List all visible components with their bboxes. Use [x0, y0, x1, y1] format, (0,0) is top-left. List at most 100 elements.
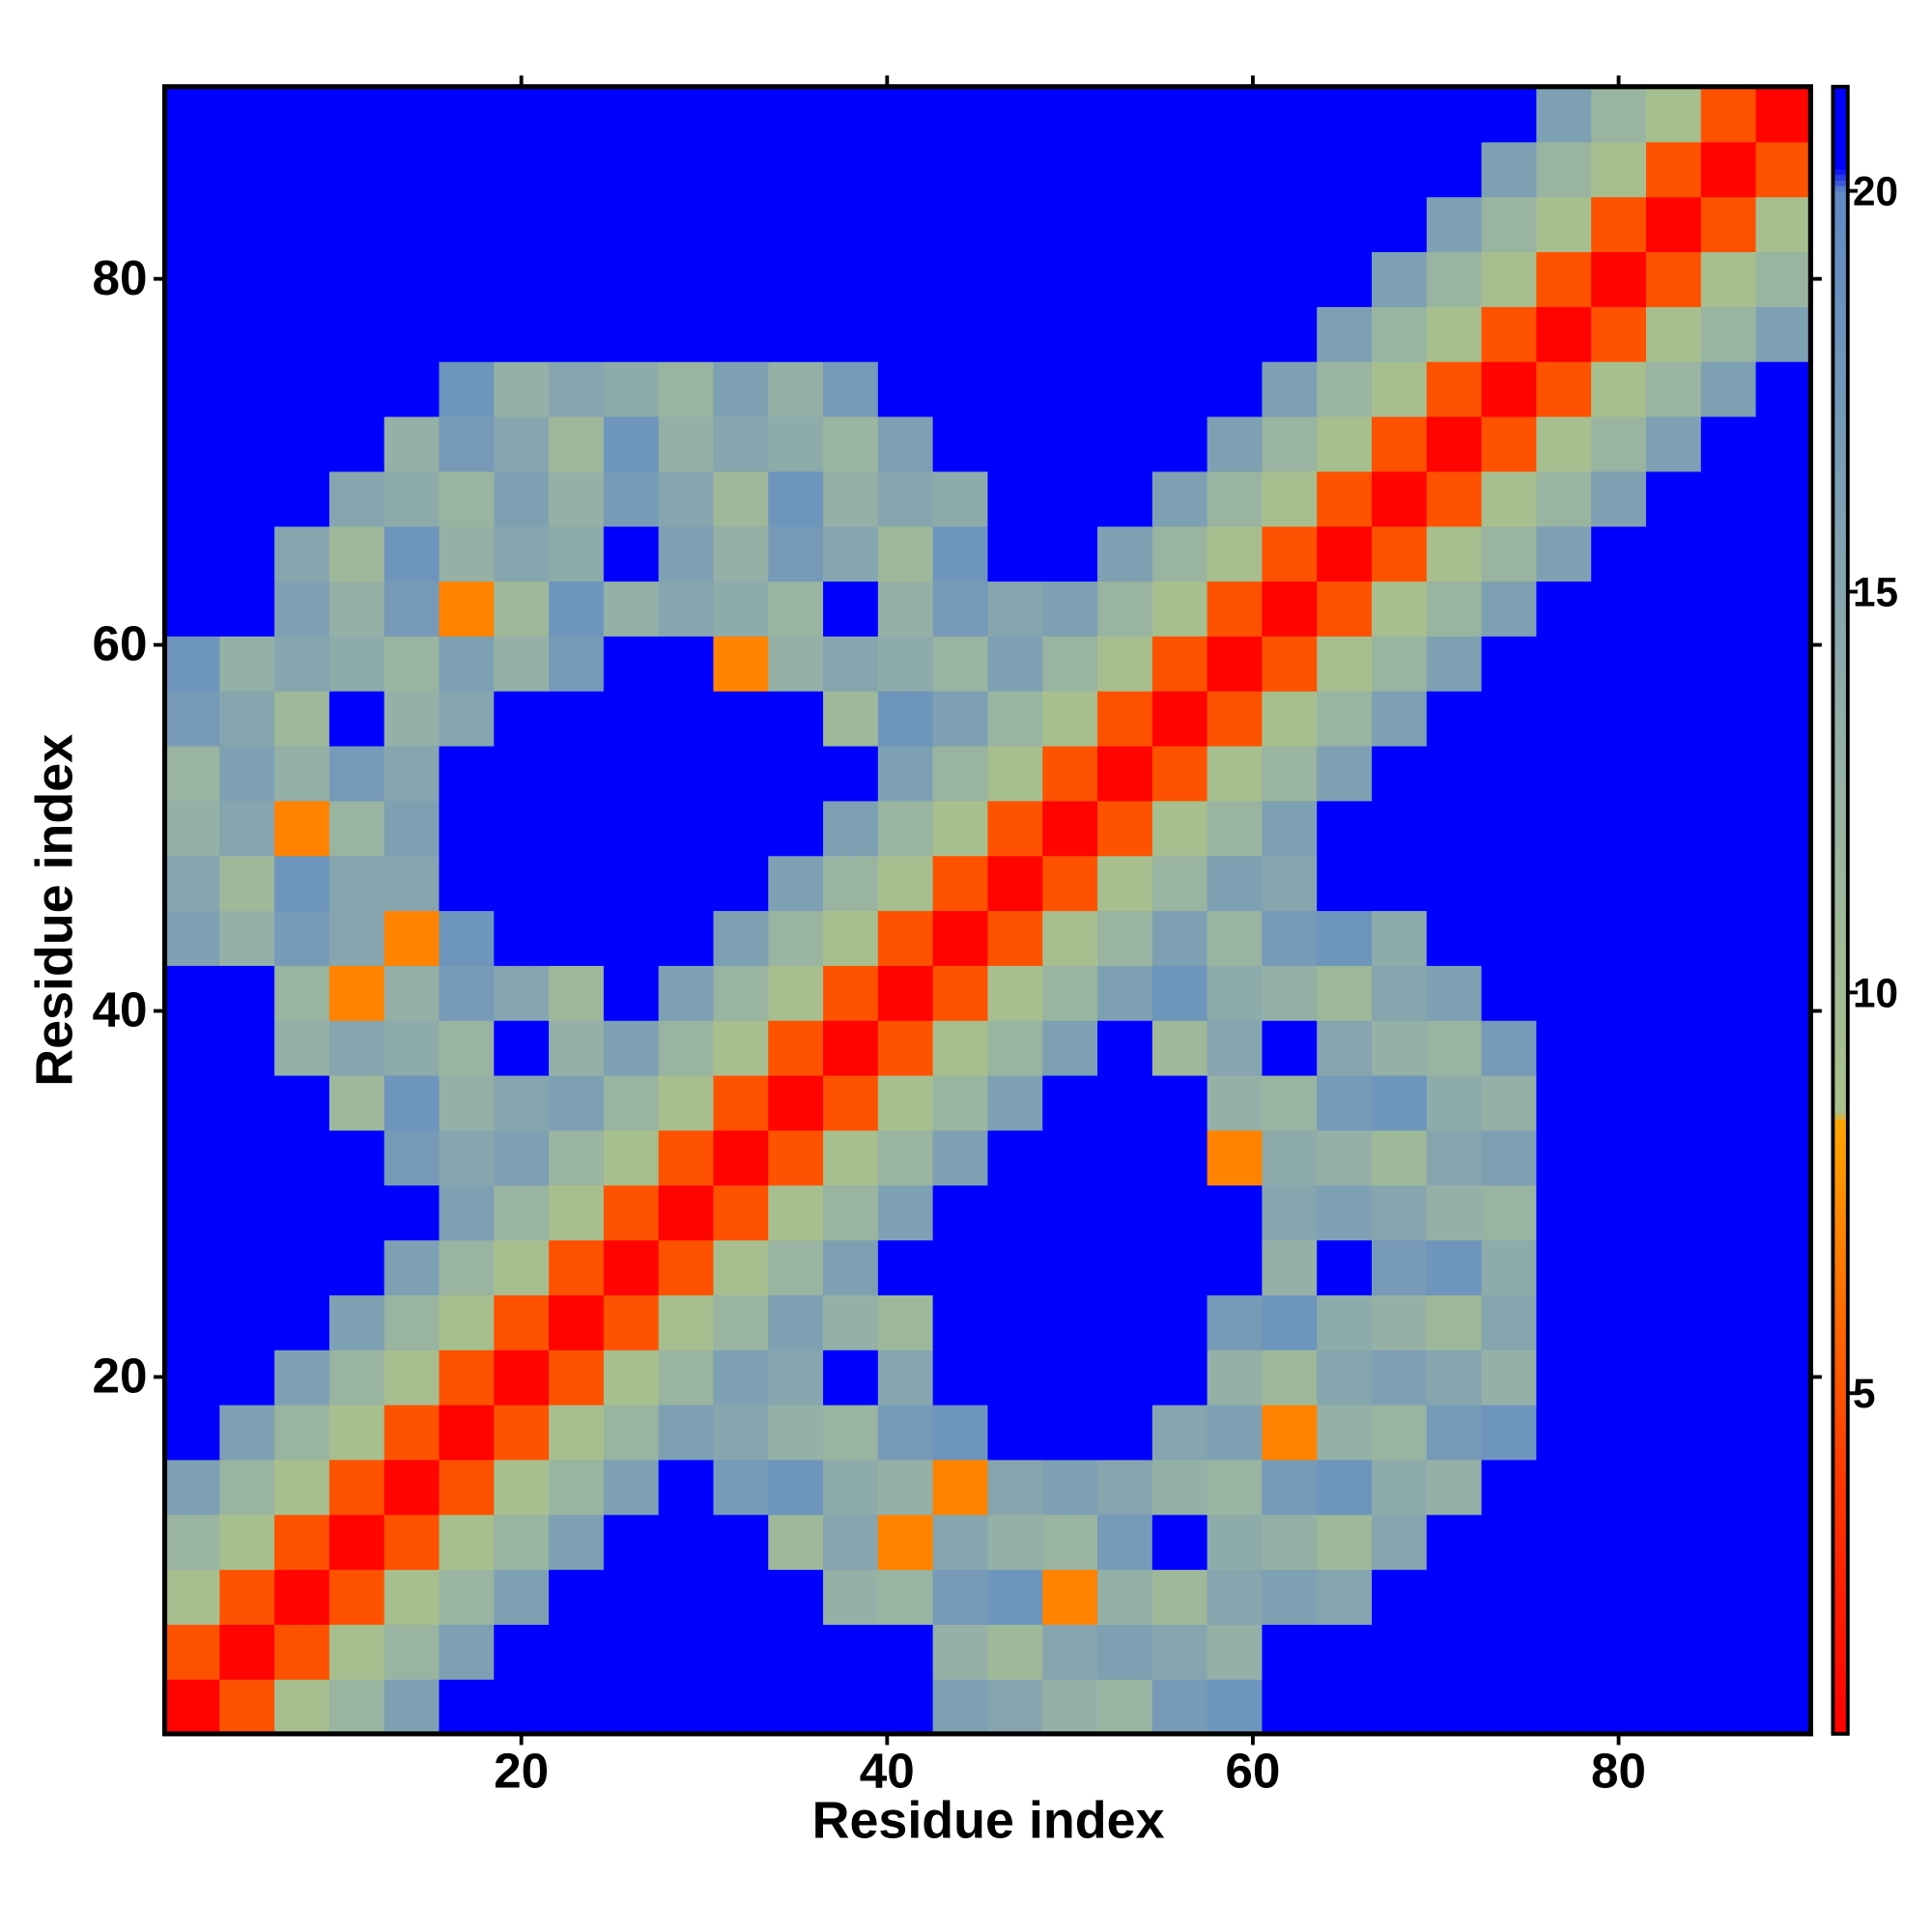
colorbar-segment	[1833, 536, 1848, 544]
colorbar-segment	[1833, 1162, 1848, 1170]
colorbar-segment	[1833, 701, 1848, 708]
heatmap-cell	[1207, 86, 1264, 143]
heatmap-cell	[987, 1459, 1043, 1516]
heatmap-cell	[1207, 470, 1264, 527]
heatmap-cell	[1481, 1459, 1538, 1516]
heatmap-cell	[1536, 1404, 1592, 1461]
colorbar-segment	[1833, 1278, 1848, 1285]
heatmap-cell	[1097, 251, 1153, 307]
colorbar-segment	[1833, 1245, 1848, 1252]
heatmap-cell	[658, 1239, 715, 1295]
colorbar-segment	[1833, 1541, 1848, 1548]
colorbar-segment	[1833, 877, 1848, 884]
colorbar-segment	[1833, 597, 1848, 604]
heatmap-cell	[1097, 1569, 1153, 1625]
heatmap-cell	[1755, 196, 1812, 253]
heatmap-cell	[1645, 526, 1702, 582]
heatmap-cell	[1700, 306, 1757, 362]
heatmap-cell	[384, 855, 440, 912]
heatmap-cell	[274, 196, 330, 253]
heatmap-cell	[1591, 470, 1647, 527]
heatmap-cell	[987, 745, 1043, 802]
heatmap-cell	[603, 415, 660, 472]
heatmap-cell	[1151, 1404, 1208, 1461]
heatmap-cell	[328, 910, 385, 966]
heatmap-cell	[603, 1459, 660, 1516]
colorbar-segment	[1833, 147, 1848, 154]
heatmap-cell	[1755, 526, 1812, 582]
heatmap-cell	[1207, 581, 1264, 637]
heatmap-cell	[987, 251, 1043, 307]
heatmap-cell	[603, 306, 660, 362]
heatmap-cell	[1151, 1019, 1208, 1076]
heatmap-cell	[658, 1624, 715, 1680]
heatmap-cell	[1591, 1569, 1647, 1625]
heatmap-cell	[1426, 690, 1483, 747]
colorbar-segment	[1833, 240, 1848, 247]
colorbar-segment	[1833, 740, 1848, 747]
heatmap-cell	[877, 526, 934, 582]
heatmap-cell	[1700, 526, 1757, 582]
heatmap-cell	[1372, 526, 1428, 582]
colorbar-segment	[1833, 767, 1848, 774]
heatmap-cell	[1755, 251, 1812, 307]
colorbar-segment	[1833, 724, 1848, 730]
heatmap-cell	[328, 1294, 385, 1350]
heatmap-cell	[713, 1404, 770, 1461]
heatmap-cell	[658, 1679, 715, 1735]
heatmap-cell	[384, 1459, 440, 1516]
heatmap-cell	[1426, 745, 1483, 802]
heatmap-cell	[987, 1569, 1043, 1625]
heatmap-cell	[1372, 86, 1428, 143]
colorbar-segment	[1833, 1645, 1848, 1653]
x-tick-label: 40	[860, 1744, 915, 1799]
heatmap-cell	[1372, 1569, 1428, 1625]
colorbar-segment	[1833, 1399, 1848, 1406]
heatmap-cell	[1317, 1624, 1373, 1680]
heatmap-cell	[1317, 745, 1373, 802]
colorbar-segment	[1833, 1283, 1848, 1291]
heatmap-cell	[603, 855, 660, 912]
heatmap-cell	[987, 1074, 1043, 1131]
heatmap-cell	[768, 1514, 824, 1571]
heatmap-cell	[1317, 1019, 1373, 1076]
heatmap-cell	[932, 745, 989, 802]
heatmap-cell	[603, 1350, 660, 1406]
heatmap-cell	[439, 581, 496, 637]
colorbar-segment	[1833, 564, 1848, 571]
heatmap-cell	[219, 470, 275, 527]
colorbar-segment	[1833, 372, 1848, 379]
heatmap-cell	[439, 251, 496, 307]
colorbar-segment	[1833, 350, 1848, 356]
heatmap-cell	[274, 910, 330, 966]
colorbar-segment	[1833, 558, 1848, 565]
heatmap-cell	[274, 1350, 330, 1406]
heatmap-cell	[274, 1074, 330, 1131]
heatmap-cell	[932, 1129, 989, 1186]
heatmap-cell	[274, 1514, 330, 1571]
colorbar-segment	[1833, 1350, 1848, 1356]
heatmap-cell	[1262, 1294, 1318, 1350]
heatmap-cell	[1372, 141, 1428, 198]
heatmap-cell	[274, 1019, 330, 1076]
colorbar-segment	[1833, 1135, 1848, 1142]
heatmap-cell	[603, 196, 660, 253]
colorbar-segment	[1833, 1667, 1848, 1674]
colorbar-segment	[1833, 493, 1848, 499]
heatmap-cell	[1426, 251, 1483, 307]
heatmap-cell	[384, 360, 440, 417]
colorbar-segment	[1833, 1184, 1848, 1191]
heatmap-cell	[384, 581, 440, 637]
colorbar-segment	[1833, 114, 1848, 121]
colorbar-segment	[1833, 1299, 1848, 1307]
heatmap-cell	[219, 910, 275, 966]
colorbar-segment	[1833, 102, 1848, 110]
colorbar-segment	[1833, 646, 1848, 653]
heatmap-cell	[1481, 581, 1538, 637]
colorbar-segment	[1833, 685, 1848, 692]
heatmap-cell	[439, 636, 496, 692]
heatmap-cell	[1645, 855, 1702, 912]
heatmap-cell	[1645, 251, 1702, 307]
colorbar-segment	[1833, 1585, 1848, 1592]
heatmap-cell	[658, 1294, 715, 1350]
